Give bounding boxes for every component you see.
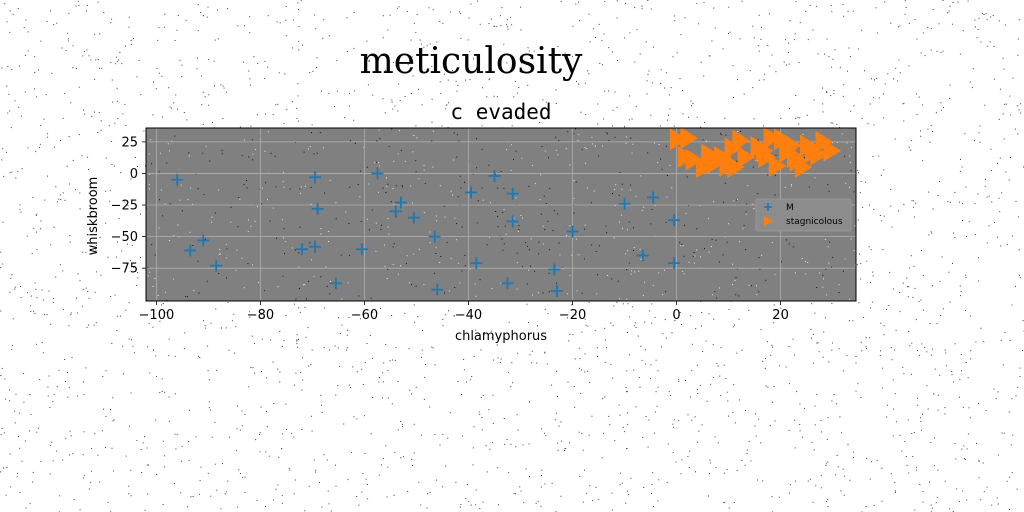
chart-title: c evaded (450, 100, 551, 124)
axes-frame (145, 127, 857, 302)
data-point-stagnicolous (685, 148, 704, 171)
data-point-m (566, 225, 579, 238)
legend: M stagnicolous (755, 198, 852, 232)
y-tick-label: 25 (121, 135, 138, 150)
x-tick-label: −40 (455, 308, 482, 323)
data-point-stagnicolous (714, 146, 732, 169)
data-point-stagnicolous (737, 146, 756, 169)
data-point-m (465, 186, 478, 199)
data-point-m (296, 243, 309, 256)
x-axis-label: chlamyphorus (455, 329, 547, 344)
data-point-m (550, 284, 563, 297)
data-point-m (428, 230, 441, 243)
data-point-m (197, 234, 210, 247)
data-point-m (371, 167, 384, 180)
data-point-m (407, 211, 420, 224)
x-tick-label: 20 (772, 308, 789, 323)
data-point-m (506, 187, 519, 200)
y-tick-label: −25 (111, 199, 138, 214)
legend-label-stagnicolous: stagnicolous (786, 217, 843, 227)
data-point-m (309, 171, 322, 184)
data-point-m (548, 263, 561, 276)
data-point-stagnicolous (823, 139, 841, 162)
data-point-m (667, 214, 680, 227)
y-tick-label: −50 (111, 230, 138, 245)
data-point-m (355, 243, 368, 256)
x-axis-ticks: −100 −80 −60 −40 −20 0 20 (139, 301, 789, 323)
data-point-m (329, 277, 342, 290)
data-point-m (311, 202, 324, 215)
x-tick-label: −80 (247, 308, 274, 323)
data-point-stagnicolous (701, 143, 719, 166)
data-point-m (647, 191, 660, 204)
x-tick-label: −60 (351, 308, 378, 323)
legend-marker-m (764, 203, 772, 211)
y-tick-label: −75 (111, 262, 138, 277)
legend-box (755, 198, 852, 232)
x-tick-label: 0 (672, 308, 680, 323)
data-point-m (389, 205, 402, 218)
data-point-m (506, 215, 519, 228)
figure-suptitle: meticulosity (360, 41, 583, 82)
data-point-m (618, 197, 631, 210)
data-point-m (171, 173, 184, 186)
data-point-m (394, 196, 407, 209)
data-point-stagnicolous (758, 146, 776, 169)
data-point-stagnicolous (680, 127, 698, 150)
series-stagnicolous (669, 127, 841, 179)
y-axis-label: whiskbroom (86, 177, 101, 256)
legend-label-m: M (786, 203, 794, 213)
x-tick-label: −100 (139, 308, 175, 323)
data-point-stagnicolous (773, 128, 792, 151)
data-point-m (667, 257, 680, 270)
data-point-m (431, 283, 444, 296)
legend-marker-stagnicolous (764, 216, 773, 226)
data-point-m (488, 169, 501, 182)
data-point-m (470, 257, 483, 270)
data-point-stagnicolous (810, 143, 828, 166)
data-point-stagnicolous (695, 156, 714, 179)
data-point-m (184, 244, 197, 257)
grid-lines (146, 128, 857, 302)
data-point-stagnicolous (768, 154, 787, 177)
x-tick-label: −20 (559, 308, 586, 323)
data-point-stagnicolous (669, 128, 688, 151)
y-axis-ticks: 25 0 −25 −50 −75 (111, 135, 146, 277)
series-m (171, 167, 680, 297)
data-point-stagnicolous (794, 156, 813, 179)
data-point-m (636, 249, 649, 262)
y-tick-label: 0 (130, 167, 138, 182)
data-point-m (501, 277, 514, 290)
data-point-m (309, 240, 322, 253)
data-point-stagnicolous (732, 129, 750, 152)
data-point-stagnicolous (763, 127, 782, 150)
data-point-m (210, 259, 223, 272)
data-point-stagnicolous (727, 156, 745, 179)
